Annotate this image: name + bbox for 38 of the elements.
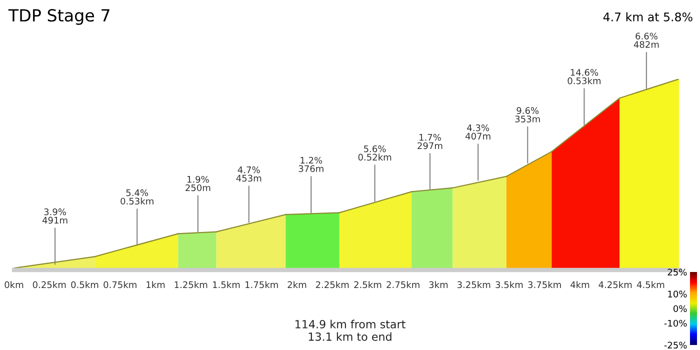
- x-tick-label: 1.75km: [246, 281, 278, 288]
- x-tick-label: 0.75km: [104, 281, 136, 288]
- chart-subtitle: 4.7 km at 5.8%: [603, 12, 692, 22]
- x-tick-label: 1.25km: [174, 281, 208, 288]
- x-tick-label: 4km: [570, 281, 590, 288]
- x-tick-label: 3.75km: [528, 281, 561, 288]
- x-tick-label: 2km: [288, 281, 306, 288]
- annotation: 4.3% 407m: [466, 124, 490, 140]
- x-tick-label: 2.25km: [316, 281, 349, 288]
- annotation: 5.6% 0.52km: [358, 145, 392, 161]
- x-tick-label: 2.75km: [386, 281, 420, 288]
- x-tick-label: 0km: [4, 281, 24, 288]
- annotation: 1.7% 297m: [418, 134, 442, 150]
- annotation: 5.4% 0.53km: [120, 189, 154, 205]
- annotation: 4.7% 453m: [236, 166, 262, 182]
- annotation: 6.6% 482m: [634, 32, 659, 48]
- x-tick-label: 3.5km: [496, 281, 523, 288]
- x-tick-label: 2.5km: [354, 281, 382, 288]
- annotation: 9.6% 353m: [515, 107, 540, 122]
- x-tick-label: 1km: [146, 281, 165, 288]
- x-tick-label: 4.25km: [598, 281, 632, 288]
- color-bar-label: -25%: [664, 342, 687, 349]
- text: 114.9 km from start 13.1 km to end: [296, 320, 406, 341]
- annotation: 14.6% 0.53km: [568, 68, 600, 84]
- x-tick-label: 0.25km: [32, 281, 66, 288]
- x-tick-label: 0.5km: [71, 281, 98, 288]
- annotation: 1.9% 250m: [186, 176, 210, 192]
- x-tick-label: 4.5km: [636, 281, 664, 288]
- x-tick-label: 3.25km: [457, 281, 490, 288]
- x-tick-label: 3km: [429, 281, 448, 288]
- x-tick-label: 1.5km: [213, 281, 240, 288]
- annotation: 3.9% 491m: [42, 208, 68, 224]
- color-bar-label: 25%: [668, 268, 687, 276]
- color-bar-label: -10%: [664, 320, 687, 327]
- chart-title: TDP Stage 7: [8, 9, 110, 25]
- annotation: 1.2% 376m: [298, 156, 324, 172]
- color-bar-label: 10%: [668, 290, 687, 298]
- color-bar-label: 0%: [673, 305, 687, 312]
